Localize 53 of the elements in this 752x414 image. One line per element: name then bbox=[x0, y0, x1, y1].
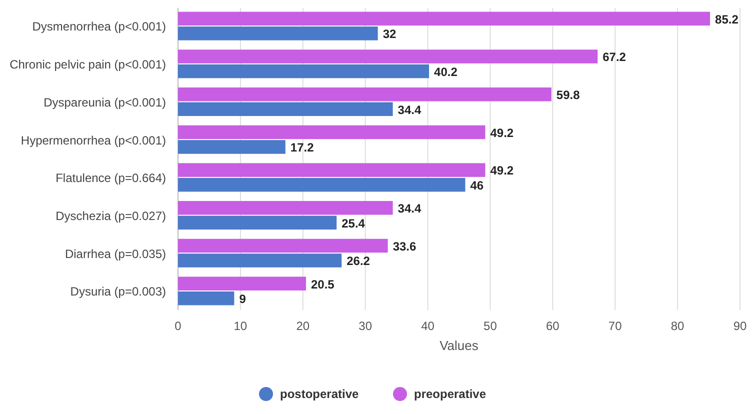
data-label: 32 bbox=[382, 27, 396, 42]
x-tick-label: 60 bbox=[546, 319, 560, 333]
bar bbox=[178, 276, 306, 290]
data-label: 40.2 bbox=[434, 64, 458, 79]
bar bbox=[178, 102, 393, 116]
data-label: 33.6 bbox=[392, 239, 416, 254]
bar bbox=[178, 178, 466, 192]
bar bbox=[178, 64, 430, 78]
y-tick-label: Chronic pelvic pain (p<0.001) bbox=[10, 58, 166, 72]
data-label: 17.2 bbox=[290, 140, 314, 155]
bar bbox=[178, 140, 286, 154]
bar bbox=[178, 50, 598, 64]
data-label: 26.2 bbox=[346, 254, 370, 268]
data-label: 59.8 bbox=[556, 88, 580, 102]
x-tick-label: 30 bbox=[358, 319, 372, 333]
x-tick-label: 50 bbox=[484, 319, 498, 333]
data-label: 85.2 bbox=[715, 12, 739, 26]
bar bbox=[178, 87, 552, 102]
x-tick-label: 70 bbox=[608, 319, 622, 333]
data-label: 49.2 bbox=[490, 164, 514, 178]
bar bbox=[178, 238, 388, 253]
data-label: 20.5 bbox=[311, 277, 335, 292]
data-label: 25.4 bbox=[342, 216, 366, 230]
data-label: 34.4 bbox=[398, 102, 422, 117]
x-tick-label: 40 bbox=[421, 319, 435, 333]
data-label: 46 bbox=[470, 178, 484, 192]
data-label: 67.2 bbox=[602, 50, 626, 64]
bar bbox=[178, 125, 486, 140]
y-tick-label: Dyschezia (p=0.027) bbox=[56, 208, 166, 223]
x-axis-title: Values bbox=[440, 338, 479, 353]
y-tick-label: Dysuria (p=0.003) bbox=[70, 284, 166, 299]
x-tick-label: 0 bbox=[174, 319, 182, 333]
bar bbox=[178, 201, 393, 215]
x-tick-label: 80 bbox=[670, 319, 685, 333]
legend-label: preoperative bbox=[414, 387, 486, 402]
bar bbox=[178, 12, 710, 26]
bar bbox=[178, 254, 342, 268]
legend-label: postoperative bbox=[280, 387, 360, 402]
y-tick-label: Flatulence (p=0.664) bbox=[56, 171, 166, 186]
x-tick-label: 20 bbox=[296, 319, 310, 333]
data-label: 49.2 bbox=[490, 126, 514, 140]
data-label: 34.4 bbox=[398, 202, 422, 216]
bar bbox=[178, 291, 234, 306]
y-tick-label: Hypermenorrhea (p<0.001) bbox=[20, 133, 166, 148]
bar bbox=[178, 163, 486, 177]
y-tick-label: Dyspareunia (p<0.001) bbox=[44, 95, 166, 110]
x-tick-label: 10 bbox=[234, 319, 248, 333]
x-tick-label: 90 bbox=[733, 319, 747, 333]
y-tick-label: Dysmenorrhea (p<0.001) bbox=[32, 20, 166, 34]
y-tick-label: Diarrhea (p=0.035) bbox=[64, 246, 166, 261]
bar bbox=[178, 216, 337, 230]
data-label: 9 bbox=[239, 292, 246, 306]
bar bbox=[178, 26, 378, 40]
